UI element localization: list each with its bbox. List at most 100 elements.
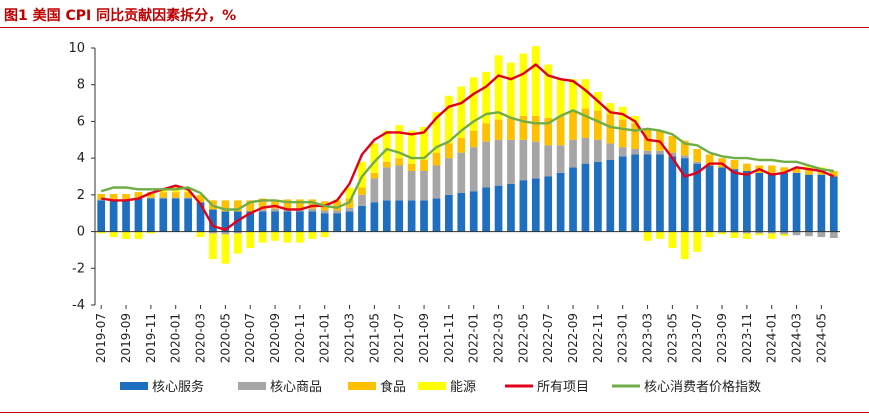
x-tick-label: 2022-01 [467, 313, 481, 363]
bar-1-33 [507, 139, 515, 184]
bar-3-51 [730, 232, 739, 238]
bar-1-48 [693, 161, 702, 164]
bar-3-23 [382, 130, 391, 162]
bar-1-45 [656, 150, 664, 155]
bar-0-5 [159, 198, 168, 232]
bar-3-2 [122, 231, 130, 239]
bar-3-21 [358, 161, 366, 188]
bar-1-9 [209, 231, 217, 234]
bar-1-5 [159, 197, 168, 199]
x-tick-label: 2022-07 [541, 313, 555, 363]
x-tick-label: 2020-11 [293, 313, 307, 363]
x-tick-label: 2024-05 [814, 313, 828, 363]
bar-0-49 [705, 165, 714, 232]
bar-2-21 [358, 187, 366, 195]
bar-3-26 [420, 126, 428, 160]
x-tick-label: 2023-11 [740, 313, 754, 363]
bar-2-0 [97, 193, 106, 200]
bar-3-12 [246, 231, 255, 249]
line-series-4 [101, 63, 835, 231]
bar-0-18 [320, 213, 329, 232]
bar-0-27 [432, 198, 441, 232]
x-tick-label: 2024-03 [790, 313, 804, 363]
bar-2-28 [445, 143, 453, 159]
bar-1-19 [333, 210, 341, 214]
bar-1-4 [147, 197, 155, 199]
bar-2-55 [780, 167, 788, 173]
x-tick-label: 2021-07 [392, 313, 406, 363]
bar-1-22 [370, 178, 379, 203]
bar-2-36 [544, 117, 553, 146]
x-tick-label: 2023-03 [641, 313, 655, 363]
bar-3-16 [296, 231, 304, 243]
bar-1-39 [581, 137, 590, 164]
bar-0-36 [544, 176, 553, 232]
bar-3-54 [767, 233, 776, 239]
bar-3-1 [109, 231, 118, 238]
bar-3-9 [209, 233, 217, 260]
bar-2-19 [333, 201, 341, 211]
bar-0-12 [246, 211, 255, 232]
bar-2-24 [395, 158, 404, 166]
bar-3-13 [258, 231, 267, 243]
bar-0-41 [606, 159, 615, 232]
bar-0-32 [494, 185, 503, 232]
bar-0-28 [445, 194, 453, 232]
bar-2-32 [494, 119, 503, 140]
bar-3-44 [643, 231, 652, 241]
bar-2-59 [829, 170, 838, 177]
x-tick-label: 2022-03 [492, 313, 506, 363]
bar-2-3 [134, 192, 143, 198]
bar-0-21 [358, 205, 366, 232]
bar-0-38 [569, 167, 577, 232]
bar-3-15 [283, 231, 292, 243]
bar-2-30 [469, 130, 478, 148]
bar-1-55 [780, 231, 788, 235]
bar-2-46 [668, 136, 677, 153]
bar-2-4 [147, 192, 155, 198]
bar-0-20 [345, 211, 354, 232]
bar-3-24 [395, 125, 404, 159]
bar-0-59 [829, 176, 838, 232]
bar-3-46 [668, 231, 677, 249]
y-tick-label: 2 [77, 188, 85, 203]
bar-1-37 [556, 145, 565, 173]
bar-1-23 [382, 167, 391, 201]
bar-1-17 [308, 208, 317, 212]
bar-3-0 [97, 231, 106, 234]
bar-0-2 [122, 200, 130, 232]
bar-2-48 [693, 148, 702, 162]
bar-0-13 [258, 211, 267, 232]
bar-1-38 [569, 139, 577, 168]
bar-0-51 [730, 169, 739, 232]
bar-2-41 [606, 114, 615, 144]
bar-2-39 [581, 108, 590, 138]
top-rule [0, 27, 869, 28]
bar-1-0 [97, 199, 106, 201]
legend-swatch-2 [348, 382, 376, 390]
bar-0-50 [718, 167, 726, 232]
bar-0-43 [631, 154, 639, 232]
bar-2-52 [743, 163, 751, 171]
bar-0-16 [296, 211, 304, 232]
bar-2-6 [171, 192, 180, 198]
legend-label-5: 核心消费者价格指数 [644, 379, 761, 395]
bar-2-7 [184, 192, 192, 198]
bar-2-13 [258, 198, 267, 210]
x-tick-label: 2023-07 [690, 313, 704, 363]
bar-1-40 [594, 139, 602, 162]
bar-0-37 [556, 172, 565, 232]
bar-0-4 [147, 198, 155, 232]
x-tick-label: 2021-05 [367, 313, 381, 363]
legend: 核心服务 核心商品 食品 能源 所有项目 核心消费者价格指数 [120, 379, 761, 395]
bar-0-54 [767, 172, 776, 232]
x-tick-label: 2020-01 [169, 313, 183, 363]
x-tick-label: 2023-01 [616, 313, 630, 363]
y-tick-label: 10 [68, 41, 85, 56]
bar-3-32 [494, 55, 503, 120]
bar-1-36 [544, 145, 553, 177]
bar-3-22 [370, 143, 379, 173]
bar-2-15 [283, 199, 292, 209]
bar-3-50 [718, 232, 726, 235]
bar-3-29 [457, 86, 466, 138]
